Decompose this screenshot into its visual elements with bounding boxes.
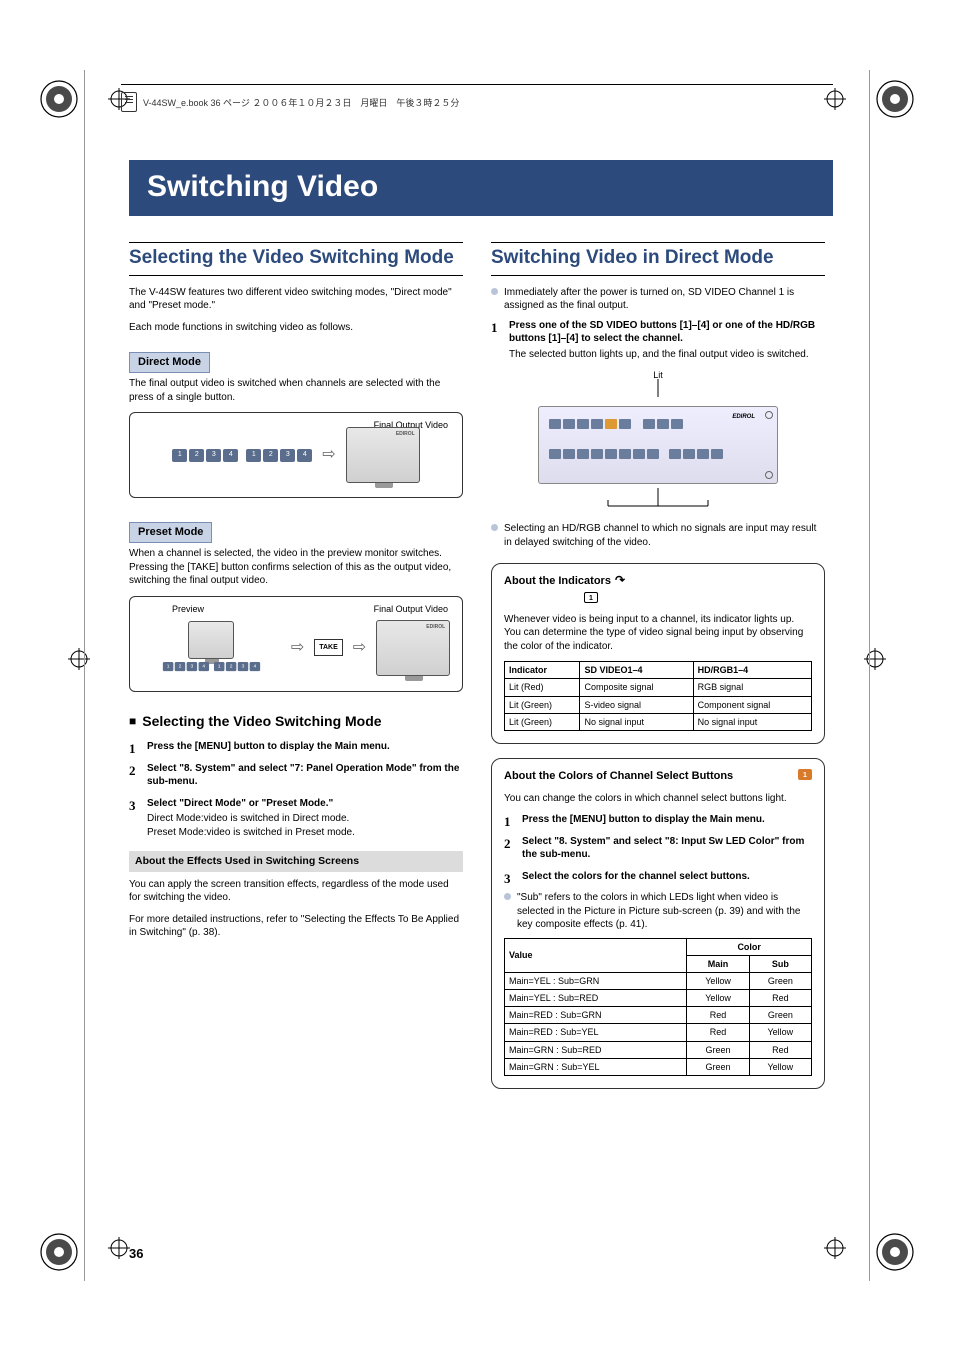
bracket-line (598, 488, 718, 518)
figure-preset-mode: Preview Final Output Video 1234 1234 ⇨ (129, 596, 463, 692)
right-column: Switching Video in Direct Mode Immediate… (491, 242, 825, 1099)
fig-label: Final Output Video (374, 603, 448, 615)
steps-list: Press one of the SD VIDEO buttons [1]–[4… (491, 319, 825, 362)
color-table: Value Color Main Sub Main=YEL : Sub=GRNY… (504, 938, 812, 1076)
panel-diagram: EDIROL (538, 406, 778, 484)
info-title: About the Colors of Channel Select Butto… (504, 769, 812, 784)
monitor-icon (188, 621, 234, 659)
pointer-icon: ↷ (615, 574, 625, 586)
step: Select the colors for the channel select… (504, 870, 812, 884)
top-rule (121, 84, 833, 85)
info-box-colors: About the Colors of Channel Select Butto… (491, 758, 825, 1089)
subsection-heading: Selecting the Video Switching Mode (129, 712, 463, 731)
monitor-icon: EDIROL (346, 427, 420, 483)
step: Press one of the SD VIDEO buttons [1]–[4… (491, 319, 825, 362)
indicator-badge: 1 (584, 592, 598, 603)
para: For more detailed instructions, refer to… (129, 913, 463, 940)
effects-heading: About the Effects Used in Switching Scre… (129, 851, 463, 871)
page-number: 36 (129, 1246, 143, 1261)
note: Immediately after the power is turned on… (491, 286, 825, 313)
para: Each mode functions in switching video a… (129, 321, 463, 335)
section-heading: Switching Video in Direct Mode (491, 242, 825, 276)
note: "Sub" refers to the colors in which LEDs… (504, 891, 812, 932)
content-area: Switching Video Selecting the Video Swit… (129, 160, 825, 1241)
info-title: About the Indicators ↷ (504, 574, 812, 589)
monitor-icon: EDIROL (376, 620, 450, 676)
book-header: V-44SW_e.book 36 ページ ２００６年１０月２３日 月曜日 午後３… (121, 92, 833, 112)
pointer-line (653, 379, 663, 397)
para: Whenever video is being input to a chann… (504, 613, 812, 654)
arrow-icon: ⇨ (322, 444, 335, 466)
step: Select "8. System" and select "7: Panel … (129, 762, 463, 789)
page-frame: V-44SW_e.book 36 ページ ２００６年１０月２３日 月曜日 午後３… (84, 70, 870, 1281)
chapter-title: Switching Video (129, 160, 833, 216)
para: The final output video is switched when … (129, 377, 463, 404)
button-strip: 1234 1234 (172, 449, 312, 462)
indicator-table: Indicator SD VIDEO1–4 HD/RGB1–4 Lit (Red… (504, 661, 812, 731)
bullet-icon (504, 893, 511, 900)
arrow-icon: ⇨ (291, 637, 304, 659)
preset-mode-label: Preset Mode (129, 522, 212, 543)
crop-mark-tl (38, 78, 80, 120)
figure-direct-mode: Final Output Video 1234 1234 ⇨ EDIROL (129, 412, 463, 498)
book-header-text: V-44SW_e.book 36 ページ ２００６年１０月２３日 月曜日 午後３… (143, 96, 459, 109)
para: You can apply the screen transition effe… (129, 878, 463, 905)
step: Select "8. System" and select "8: Input … (504, 835, 812, 862)
bullet-icon (491, 288, 498, 295)
left-column: Selecting the Video Switching Mode The V… (129, 242, 463, 1099)
section-heading: Selecting the Video Switching Mode (129, 242, 463, 276)
fig-label: Preview (172, 603, 204, 615)
take-button-icon: TAKE (314, 639, 343, 656)
crop-mark-tr (874, 78, 916, 120)
step: Press the [MENU] button to display the M… (129, 740, 463, 754)
step: Press the [MENU] button to display the M… (504, 813, 812, 827)
step: Select "Direct Mode" or "Preset Mode." D… (129, 797, 463, 840)
para: You can change the colors in which chann… (504, 792, 812, 806)
direct-mode-label: Direct Mode (129, 352, 210, 373)
arrow-icon: ⇨ (353, 637, 366, 659)
note: Selecting an HD/RGB channel to which no … (491, 522, 825, 549)
crop-mark-bl (38, 1231, 80, 1273)
button-strip: 1234 1234 (163, 662, 260, 671)
steps-list: Press the [MENU] button to display the M… (504, 813, 812, 883)
para: The V-44SW features two different video … (129, 286, 463, 313)
steps-list: Press the [MENU] button to display the M… (129, 740, 463, 839)
indicator-badge: 1 (798, 769, 812, 780)
page-icon (121, 92, 137, 112)
crop-mark-br (874, 1231, 916, 1273)
para: When a channel is selected, the video in… (129, 547, 463, 588)
bullet-icon (491, 524, 498, 531)
columns: Selecting the Video Switching Mode The V… (129, 242, 825, 1099)
info-box-indicators: About the Indicators ↷ 1 Whenever video … (491, 563, 825, 743)
